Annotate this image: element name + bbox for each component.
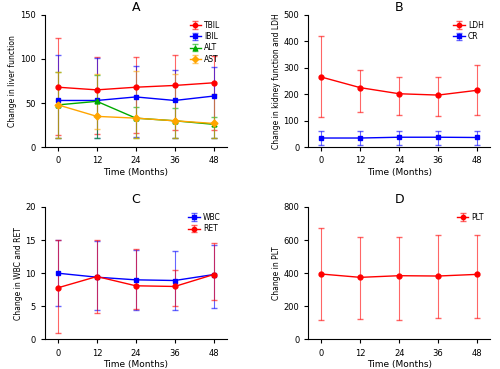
X-axis label: Time (Months): Time (Months) xyxy=(104,360,168,369)
Legend: PLT: PLT xyxy=(454,211,486,224)
Legend: LDH, CR: LDH, CR xyxy=(451,18,486,44)
Y-axis label: Change in WBC and RET: Change in WBC and RET xyxy=(14,227,22,320)
Legend: WBC, RET: WBC, RET xyxy=(186,211,223,236)
X-axis label: Time (Months): Time (Months) xyxy=(104,168,168,177)
Title: D: D xyxy=(394,193,404,206)
Y-axis label: Change in PLT: Change in PLT xyxy=(272,246,280,300)
Y-axis label: Change in kidney function and LDH: Change in kidney function and LDH xyxy=(272,13,280,149)
X-axis label: Time (Months): Time (Months) xyxy=(366,360,432,369)
Legend: TBIL, IBIL, ALT, AST: TBIL, IBIL, ALT, AST xyxy=(188,18,223,66)
X-axis label: Time (Months): Time (Months) xyxy=(366,168,432,177)
Title: C: C xyxy=(132,193,140,206)
Y-axis label: Change in liver function: Change in liver function xyxy=(8,35,18,127)
Title: B: B xyxy=(395,1,404,14)
Title: A: A xyxy=(132,1,140,14)
